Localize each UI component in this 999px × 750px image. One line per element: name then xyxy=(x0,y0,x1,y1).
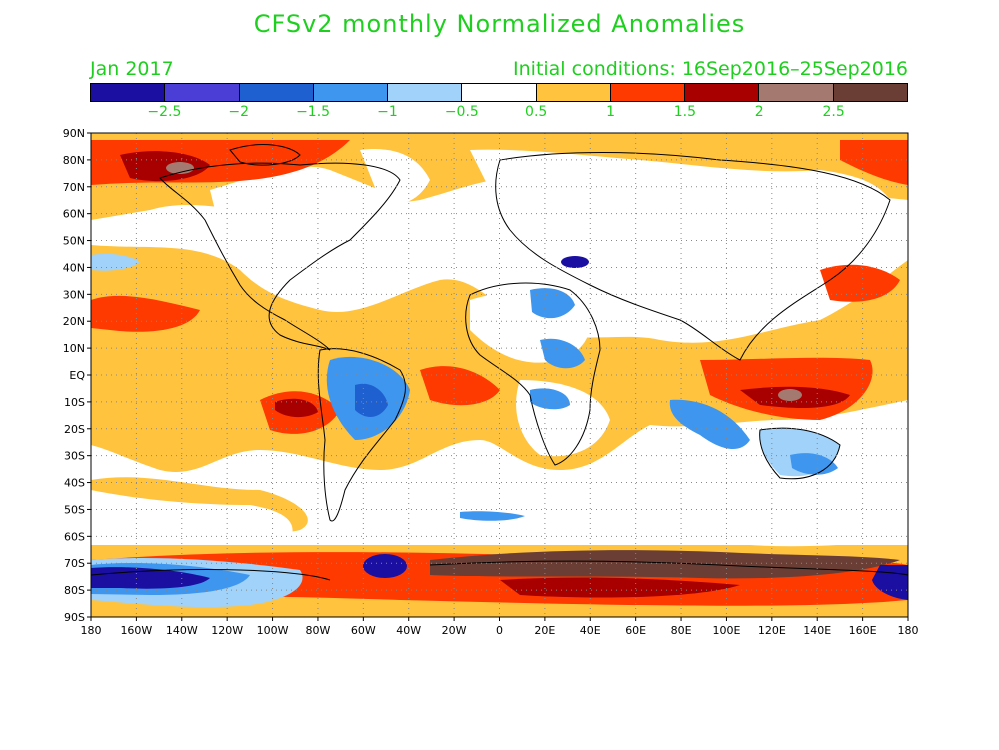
lat-label: 30S xyxy=(64,450,85,463)
lat-label: 90S xyxy=(64,611,85,624)
lat-label: 30N xyxy=(63,288,85,301)
lat-label: 70S xyxy=(64,557,85,570)
lat-label: 10N xyxy=(63,342,85,355)
anomaly-field xyxy=(91,133,908,617)
colorbar-swatch xyxy=(536,84,611,101)
lon-label: 80W xyxy=(306,624,331,637)
lon-label: 0 xyxy=(496,624,503,637)
colorbar-label: −1.5 xyxy=(296,104,331,120)
forecast-month: Jan 2017 xyxy=(90,58,174,80)
lon-label: 180 xyxy=(81,624,102,637)
colorbar-label: −2 xyxy=(228,104,250,120)
lon-label: 80E xyxy=(671,624,692,637)
colorbar-swatch xyxy=(313,84,389,101)
lat-label: 10S xyxy=(64,396,85,409)
colorbar-label: 2.5 xyxy=(822,104,845,120)
colorbar-swatch xyxy=(91,84,166,101)
lon-label: 180 xyxy=(898,624,919,637)
colorbar-label: 2 xyxy=(754,104,764,120)
colorbar-swatch xyxy=(610,84,686,101)
lon-label: 160W xyxy=(120,624,152,637)
lat-label: 80S xyxy=(64,584,85,597)
colorbar-label: 0.5 xyxy=(525,104,548,120)
colorbar xyxy=(90,83,908,102)
lat-label: 80N xyxy=(63,154,85,167)
lon-label: 60W xyxy=(351,624,376,637)
lat-label: 50S xyxy=(64,503,85,516)
lat-label: 90N xyxy=(63,127,85,140)
colorbar-swatch xyxy=(685,84,760,101)
lat-label: 60N xyxy=(63,208,85,221)
lat-label: 60S xyxy=(64,530,85,543)
lat-label: 70N xyxy=(63,181,85,194)
lat-label: 50N xyxy=(63,235,85,248)
lon-label: 140W xyxy=(166,624,198,637)
colorbar-swatch xyxy=(165,84,240,101)
colorbar-label: −2.5 xyxy=(147,104,182,120)
latitude-labels: 90N 80N 70N 60N 50N 40N 30N 20N 10N EQ 10S 20S 30S 40… xyxy=(63,127,86,624)
initial-conditions: Initial conditions: 16Sep2016–25Sep2016 xyxy=(513,58,908,80)
map-title: CFSv2 monthly Normalized Anomalies xyxy=(253,10,746,38)
lat-label: 40N xyxy=(63,261,85,274)
colorbar-label: −1 xyxy=(377,104,398,120)
lon-label: 40W xyxy=(396,624,421,637)
lon-label: 40E xyxy=(580,624,601,637)
lat-label: 20N xyxy=(63,315,85,328)
lon-label: 160E xyxy=(849,624,877,637)
lon-label: 120W xyxy=(211,624,243,637)
lat-label: EQ xyxy=(69,369,85,382)
colorbar-swatch xyxy=(239,84,314,101)
lon-label: 20E xyxy=(534,624,555,637)
lon-label: 60E xyxy=(625,624,646,637)
lon-label: 140E xyxy=(803,624,831,637)
lon-label: 100W xyxy=(257,624,289,637)
lat-label: 20S xyxy=(64,423,85,436)
colorbar-label: 1.5 xyxy=(673,104,697,120)
colorbar-swatch xyxy=(462,84,537,101)
colorbar-label: 1 xyxy=(606,104,615,120)
colorbar-swatch xyxy=(388,84,463,101)
axis-ticks xyxy=(87,132,909,621)
longitude-labels: 180 160W 140W 120W 100W 80W 60W 40W 20W 0 20E 40E 60… xyxy=(81,624,919,637)
lat-label: 40S xyxy=(64,477,85,490)
lon-label: 120E xyxy=(758,624,786,637)
colorbar-swatch xyxy=(833,84,907,101)
grid-lines xyxy=(91,133,908,617)
lon-label: 100E xyxy=(712,624,740,637)
colorbar-label: −0.5 xyxy=(444,104,479,120)
colorbar-swatch xyxy=(759,84,834,101)
lon-label: 20W xyxy=(442,624,467,637)
coastlines xyxy=(91,144,908,581)
